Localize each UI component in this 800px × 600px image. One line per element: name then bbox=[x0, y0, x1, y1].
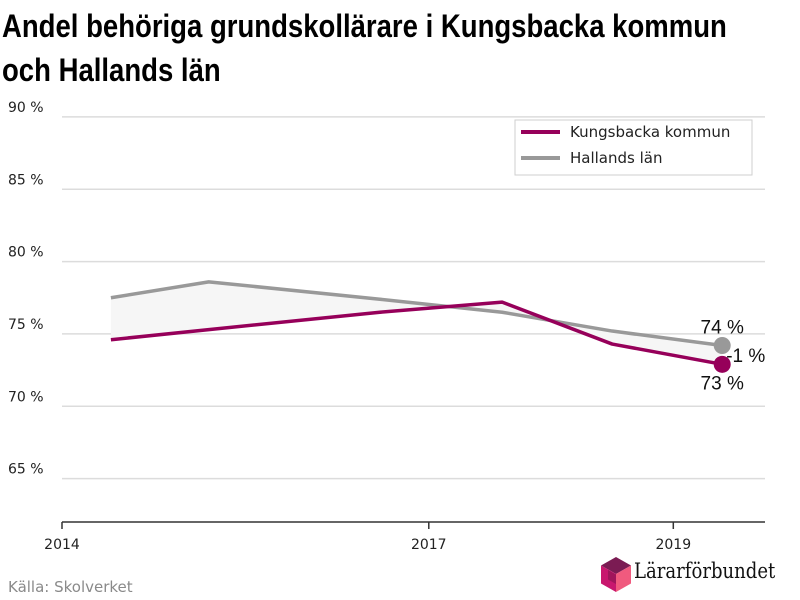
chart-legend: Kungsbacka kommun Hallands län bbox=[514, 119, 753, 176]
x-tick-label: 2019 bbox=[655, 537, 691, 553]
difference-label: -1 % bbox=[726, 346, 765, 367]
series-lines bbox=[110, 280, 723, 367]
source-note: Källa: Skolverket bbox=[8, 578, 133, 596]
brand-name: Lärarförbundet bbox=[634, 559, 776, 583]
chart-title-line-2: och Hallands län bbox=[2, 52, 221, 88]
y-tick-label: 90 % bbox=[8, 100, 44, 116]
x-axis: 2014 2017 2019 bbox=[44, 521, 765, 553]
y-tick-label: 70 % bbox=[8, 389, 44, 405]
legend-box bbox=[514, 119, 753, 176]
end-marker-kungsbacka bbox=[713, 355, 731, 373]
series-line-kungsbacka-kommun bbox=[110, 300, 723, 367]
gap-area bbox=[110, 281, 723, 365]
gridlines bbox=[62, 116, 765, 480]
y-tick-label: 65 % bbox=[8, 462, 44, 478]
y-axis-tick-labels: 65 % 70 % 75 % 80 % 85 % 90 % bbox=[8, 100, 44, 478]
chart-title-line-1: Andel behöriga grundskollärare i Kungsba… bbox=[2, 8, 727, 44]
gap-area-fill bbox=[110, 281, 723, 365]
y-tick-label: 75 % bbox=[8, 317, 44, 333]
legend-label: Kungsbacka kommun bbox=[570, 123, 730, 141]
chart-title: Andel behöriga grundskollärare i Kungsba… bbox=[2, 4, 727, 92]
legend-label: Hallands län bbox=[570, 149, 662, 167]
x-tick-label: 2014 bbox=[44, 537, 80, 553]
y-tick-label: 85 % bbox=[8, 172, 44, 188]
y-tick-label: 80 % bbox=[8, 245, 44, 261]
brand-logo: Lärarförbundet bbox=[600, 555, 800, 597]
series-end-markers: 74 % 73 % -1 % bbox=[701, 318, 766, 395]
end-label-kungsbacka: 73 % bbox=[701, 373, 744, 394]
lararforbundet-icon bbox=[601, 557, 631, 592]
end-label-hallands: 74 % bbox=[701, 318, 744, 339]
end-marker-hallands bbox=[713, 337, 731, 355]
x-tick-label: 2017 bbox=[411, 537, 447, 553]
